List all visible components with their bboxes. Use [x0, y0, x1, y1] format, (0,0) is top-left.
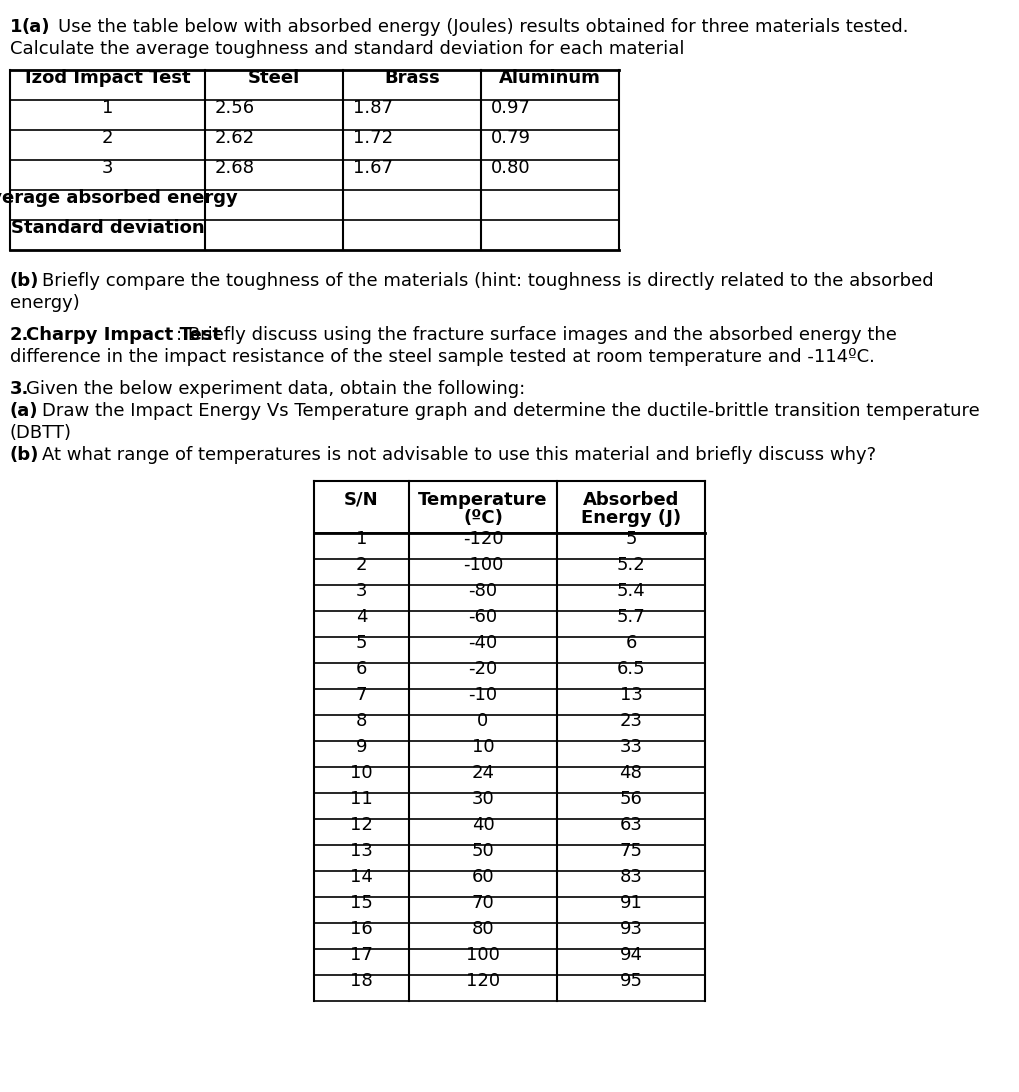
Text: 2: 2: [356, 556, 367, 574]
Text: Absorbed: Absorbed: [582, 491, 679, 509]
Text: Average absorbed energy: Average absorbed energy: [0, 189, 237, 207]
Text: energy): energy): [10, 294, 79, 312]
Text: Briefly compare the toughness of the materials (hint: toughness is directly rela: Briefly compare the toughness of the mat…: [42, 272, 932, 290]
Text: 1: 1: [356, 530, 367, 548]
Text: Temperature: Temperature: [418, 491, 547, 509]
Text: 14: 14: [350, 868, 373, 886]
Text: Aluminum: Aluminum: [498, 69, 600, 87]
Text: 40: 40: [471, 816, 494, 834]
Text: -10: -10: [468, 686, 497, 704]
Text: 9: 9: [356, 738, 367, 756]
Text: Calculate the average toughness and standard deviation for each material: Calculate the average toughness and stan…: [10, 40, 684, 58]
Text: Use the table below with absorbed energy (Joules) results obtained for three mat: Use the table below with absorbed energy…: [58, 17, 908, 36]
Text: 5.7: 5.7: [616, 608, 645, 626]
Text: Brass: Brass: [384, 69, 439, 87]
Text: Given the below experiment data, obtain the following:: Given the below experiment data, obtain …: [25, 380, 525, 397]
Text: 3: 3: [102, 159, 113, 177]
Text: 70: 70: [471, 894, 494, 912]
Text: 2.56: 2.56: [215, 99, 255, 117]
Text: 30: 30: [471, 790, 494, 808]
Text: 6: 6: [625, 634, 636, 652]
Text: At what range of temperatures is not advisable to use this material and briefly : At what range of temperatures is not adv…: [42, 446, 875, 464]
Text: 5: 5: [356, 634, 367, 652]
Text: 6: 6: [356, 660, 367, 678]
Text: 2: 2: [102, 129, 113, 147]
Text: 5.2: 5.2: [616, 556, 645, 574]
Text: 48: 48: [619, 764, 642, 782]
Text: (a): (a): [10, 402, 39, 420]
Text: 4: 4: [356, 608, 367, 626]
Text: Energy (J): Energy (J): [581, 509, 681, 527]
Text: 5: 5: [625, 530, 636, 548]
Text: (b): (b): [10, 272, 40, 290]
Text: -100: -100: [463, 556, 502, 574]
Text: -60: -60: [468, 608, 497, 626]
Text: Steel: Steel: [248, 69, 300, 87]
Text: 10: 10: [471, 738, 494, 756]
Text: 75: 75: [619, 842, 642, 860]
Text: 50: 50: [471, 842, 494, 860]
Text: (a): (a): [22, 17, 51, 36]
Text: 94: 94: [619, 946, 642, 964]
Text: 0.97: 0.97: [490, 99, 531, 117]
Text: (ºC): (ºC): [463, 509, 502, 527]
Text: 13: 13: [350, 842, 373, 860]
Text: 80: 80: [471, 919, 494, 938]
Text: 8: 8: [356, 712, 367, 729]
Text: difference in the impact resistance of the steel sample tested at room temperatu: difference in the impact resistance of t…: [10, 348, 874, 366]
Text: Izod Impact Test: Izod Impact Test: [24, 69, 191, 87]
Text: 16: 16: [350, 919, 373, 938]
Text: 33: 33: [619, 738, 642, 756]
Text: 2.62: 2.62: [215, 129, 255, 147]
Text: 100: 100: [466, 946, 499, 964]
Text: 0.80: 0.80: [490, 159, 530, 177]
Text: S/N: S/N: [343, 490, 378, 508]
Text: (b): (b): [10, 446, 40, 464]
Text: 0: 0: [477, 712, 488, 729]
Text: 13: 13: [619, 686, 642, 704]
Text: 95: 95: [619, 972, 642, 990]
Text: 23: 23: [619, 712, 642, 729]
Text: 1: 1: [102, 99, 113, 117]
Text: 17: 17: [350, 946, 373, 964]
Text: : Briefly discuss using the fracture surface images and the absorbed energy the: : Briefly discuss using the fracture sur…: [176, 327, 896, 344]
Text: Charpy Impact Test: Charpy Impact Test: [25, 327, 221, 344]
Text: 91: 91: [619, 894, 642, 912]
Text: 7: 7: [356, 686, 367, 704]
Text: 0.79: 0.79: [490, 129, 531, 147]
Text: 12: 12: [350, 816, 373, 834]
Text: 60: 60: [471, 868, 494, 886]
Text: -120: -120: [463, 530, 502, 548]
Text: 18: 18: [350, 972, 373, 990]
Text: 83: 83: [619, 868, 642, 886]
Text: 56: 56: [619, 790, 642, 808]
Text: 24: 24: [471, 764, 494, 782]
Text: 3.: 3.: [10, 380, 30, 397]
Text: 2.68: 2.68: [215, 159, 255, 177]
Text: 5.4: 5.4: [616, 582, 645, 600]
Text: 93: 93: [619, 919, 642, 938]
Text: (DBTT): (DBTT): [10, 424, 72, 442]
Text: 15: 15: [350, 894, 373, 912]
Text: 6.5: 6.5: [616, 660, 645, 678]
Text: 120: 120: [466, 972, 499, 990]
Text: 10: 10: [350, 764, 373, 782]
Text: Draw the Impact Energy Vs Temperature graph and determine the ductile-brittle tr: Draw the Impact Energy Vs Temperature gr…: [42, 402, 979, 420]
Text: 3: 3: [356, 582, 367, 600]
Text: 1.72: 1.72: [353, 129, 392, 147]
Text: 1: 1: [10, 17, 29, 36]
Text: Standard deviation: Standard deviation: [10, 219, 204, 237]
Text: 1.87: 1.87: [353, 99, 392, 117]
Text: -80: -80: [468, 582, 497, 600]
Text: 11: 11: [350, 790, 373, 808]
Text: 2.: 2.: [10, 327, 30, 344]
Text: 63: 63: [619, 816, 642, 834]
Text: -40: -40: [468, 634, 497, 652]
Text: -20: -20: [468, 660, 497, 678]
Text: 1.67: 1.67: [353, 159, 392, 177]
